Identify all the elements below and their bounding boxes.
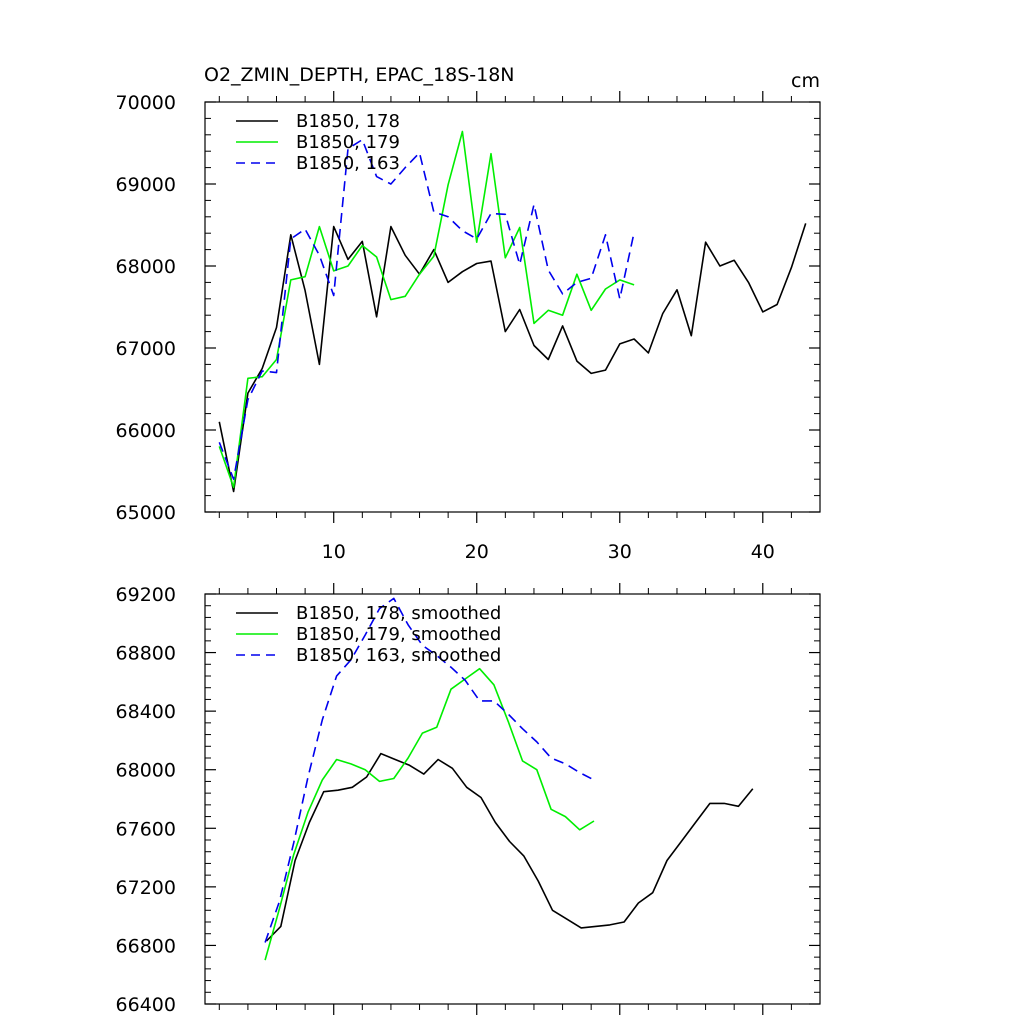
y-tick-label: 68400 <box>116 701 176 723</box>
y-tick-label: 67200 <box>116 877 176 899</box>
series-line-2 <box>264 597 595 943</box>
series-line-0 <box>265 752 754 942</box>
legend-label-179: B1850, 179 <box>296 132 400 153</box>
y-tick-label: 69200 <box>116 584 176 606</box>
x-tick-label: 30 <box>608 541 632 563</box>
y-tick-label: 66800 <box>116 935 176 957</box>
y-tick-label: 67000 <box>116 338 176 360</box>
bottom-legend: B1850, 178, smoothed B1850, 179, smoothe… <box>236 603 501 666</box>
legend-label-163-smoothed: B1850, 163, smoothed <box>296 645 501 666</box>
top-panel: O2_ZMIN_DEPTH, EPAC_18S-18N cm 65000 6600… <box>116 64 821 563</box>
legend-label-178-smoothed: B1850, 178, smoothed <box>296 603 501 624</box>
bottom-series <box>264 597 754 961</box>
x-tick-label: 40 <box>751 541 775 563</box>
y-tick-label: 66400 <box>116 994 176 1016</box>
legend-label-163: B1850, 163 <box>296 153 400 174</box>
bottom-plot-frame <box>204 593 821 1005</box>
bottom-y-tick-labels: 66400 66800 67200 67600 68000 68400 68800 69200 <box>116 584 176 1016</box>
y-tick-label: 68000 <box>116 256 176 278</box>
top-y-tick-labels: 65000 66000 67000 68000 69000 70000 <box>116 92 176 524</box>
series-line-2 <box>218 138 635 481</box>
top-x-tick-labels: 10 20 30 40 <box>322 541 775 563</box>
y-tick-label: 68800 <box>116 643 176 665</box>
top-plot-frame <box>204 101 821 513</box>
series-line-1 <box>218 130 635 489</box>
units-label: cm <box>791 70 820 92</box>
legend-label-179-smoothed: B1850, 179, smoothed <box>296 624 501 645</box>
series-line-0 <box>218 223 807 493</box>
series-line-1 <box>264 667 595 961</box>
chart-title: O2_ZMIN_DEPTH, EPAC_18S-18N <box>204 64 515 86</box>
bottom-ticks <box>205 583 820 1015</box>
x-tick-label: 20 <box>465 541 489 563</box>
y-tick-label: 67600 <box>116 818 176 840</box>
y-tick-label: 65000 <box>116 502 176 524</box>
top-series <box>218 130 807 493</box>
y-tick-label: 68000 <box>116 760 176 782</box>
x-tick-label: 10 <box>322 541 346 563</box>
y-tick-label: 69000 <box>116 174 176 196</box>
y-tick-label: 66000 <box>116 420 176 442</box>
bottom-panel: 66400 66800 67200 67600 68000 68400 68800 69200… <box>116 583 821 1016</box>
top-legend: B1850, 178 B1850, 179 B1850, 163 <box>236 111 400 174</box>
y-tick-label: 70000 <box>116 92 176 114</box>
legend-label-178: B1850, 178 <box>296 111 400 132</box>
